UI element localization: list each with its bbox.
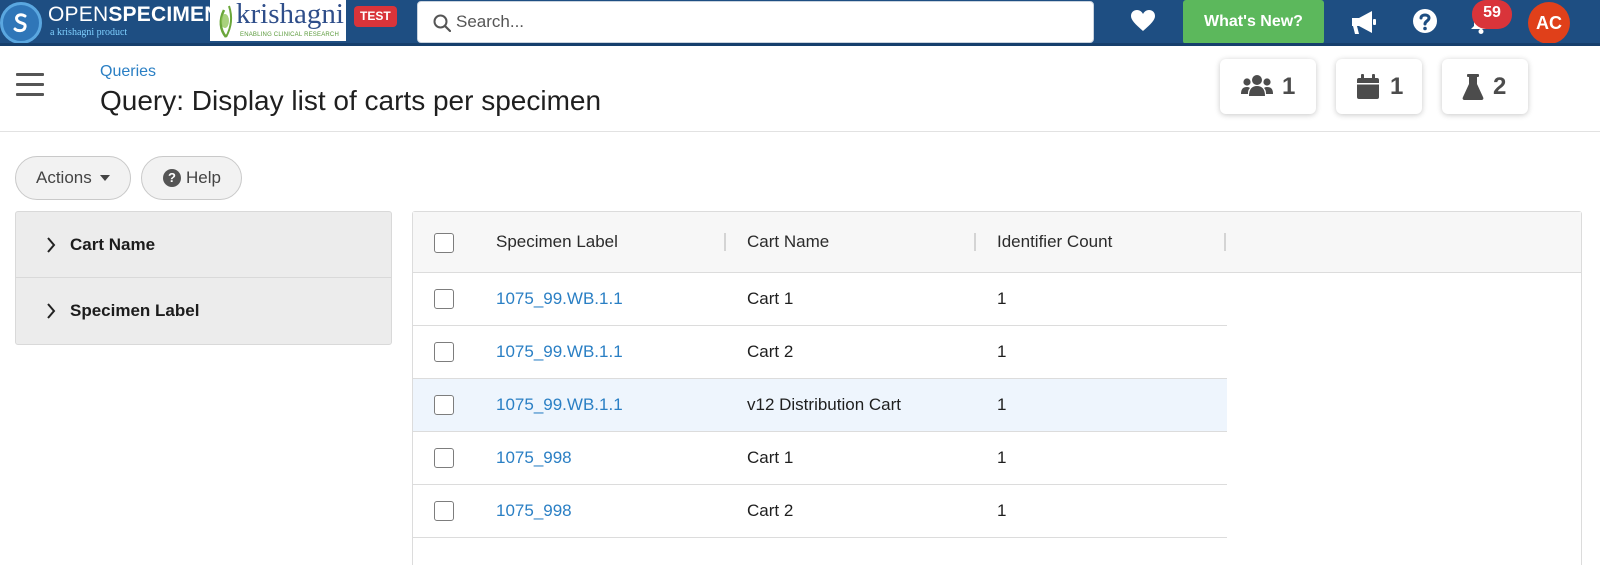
specimen-label-link[interactable]: 1075_998 bbox=[496, 448, 572, 467]
events-count: 1 bbox=[1390, 73, 1404, 100]
filter-specimen-label[interactable]: Specimen Label bbox=[16, 278, 391, 344]
column-resize-handle[interactable] bbox=[724, 233, 726, 251]
calendar-icon bbox=[1357, 74, 1379, 99]
table-row[interactable]: 1075_99.WB.1.1 Cart 1 1 bbox=[413, 273, 1227, 326]
column-header-cart-name[interactable]: Cart Name bbox=[747, 232, 830, 251]
specimens-count-card[interactable]: 2 bbox=[1442, 59, 1528, 114]
favorites-heart-icon[interactable] bbox=[1130, 9, 1156, 33]
cart-name-cell: Cart 1 bbox=[747, 289, 794, 308]
partner-tagline: ENABLING CLINICAL RESEARCH bbox=[240, 32, 340, 38]
specimens-count: 2 bbox=[1493, 73, 1507, 100]
filter-label: Cart Name bbox=[70, 235, 156, 254]
cart-name-cell: Cart 1 bbox=[747, 448, 794, 467]
help-label: Help bbox=[186, 168, 221, 187]
page-header: Queries Query: Display list of carts per… bbox=[0, 46, 1600, 132]
help-circle-icon[interactable] bbox=[1412, 8, 1438, 34]
column-resize-handle[interactable] bbox=[1224, 233, 1226, 251]
openspecimen-logo-icon[interactable] bbox=[0, 2, 42, 44]
flask-icon bbox=[1462, 74, 1484, 100]
search-input[interactable] bbox=[456, 2, 1086, 42]
column-resize-handle[interactable] bbox=[974, 233, 976, 251]
row-select-checkbox[interactable] bbox=[434, 395, 454, 415]
cart-name-cell: Cart 2 bbox=[747, 501, 794, 520]
facet-filter-panel: Cart Name Specimen Label bbox=[15, 211, 392, 345]
row-select-checkbox[interactable] bbox=[434, 342, 454, 362]
column-header-identifier-count[interactable]: Identifier Count bbox=[997, 232, 1113, 251]
results-table: Specimen Label Cart Name Identifier Coun… bbox=[412, 211, 1582, 565]
caret-down-icon bbox=[100, 175, 110, 181]
identifier-count-cell: 1 bbox=[997, 501, 1007, 520]
users-count: 1 bbox=[1282, 73, 1296, 100]
notification-count-badge[interactable]: 59 bbox=[1472, 0, 1512, 29]
table-row[interactable]: 1075_998 Cart 2 1 bbox=[413, 485, 1227, 538]
identifier-count-cell: 1 bbox=[997, 342, 1007, 361]
identifier-count-cell: 1 bbox=[997, 289, 1007, 308]
select-all-checkbox[interactable] bbox=[434, 233, 454, 253]
global-search[interactable] bbox=[417, 1, 1094, 43]
partner-logo: krishagni ENABLING CLINICAL RESEARCH bbox=[210, 0, 346, 41]
filter-label: Specimen Label bbox=[70, 301, 200, 320]
leaf-icon bbox=[219, 5, 233, 38]
specimen-label-link[interactable]: 1075_99.WB.1.1 bbox=[496, 289, 623, 308]
search-icon bbox=[433, 14, 451, 32]
user-avatar[interactable]: AC bbox=[1528, 2, 1570, 44]
brand-name[interactable]: OPENSPECIMEN bbox=[48, 3, 220, 26]
menu-hamburger-icon[interactable] bbox=[16, 73, 44, 97]
table-row[interactable]: 1075_99.WB.1.1 v12 Distribution Cart 1 bbox=[413, 379, 1227, 432]
events-count-card[interactable]: 1 bbox=[1336, 59, 1422, 114]
table-row[interactable]: 1075_998 Cart 1 1 bbox=[413, 432, 1227, 485]
cart-name-cell: Cart 2 bbox=[747, 342, 794, 361]
question-circle-icon: ? bbox=[163, 169, 181, 187]
specimen-label-link[interactable]: 1075_99.WB.1.1 bbox=[496, 395, 623, 414]
users-count-card[interactable]: 1 bbox=[1220, 59, 1316, 114]
chevron-right-icon bbox=[47, 303, 56, 319]
users-icon bbox=[1241, 75, 1273, 96]
filter-cart-name[interactable]: Cart Name bbox=[16, 212, 391, 278]
specimen-label-link[interactable]: 1075_99.WB.1.1 bbox=[496, 342, 623, 361]
table-header: Specimen Label Cart Name Identifier Coun… bbox=[413, 212, 1581, 273]
identifier-count-cell: 1 bbox=[997, 395, 1007, 414]
column-header-specimen-label[interactable]: Specimen Label bbox=[496, 232, 618, 251]
actions-label: Actions bbox=[36, 168, 92, 187]
breadcrumb-queries[interactable]: Queries bbox=[100, 63, 157, 80]
identifier-count-cell: 1 bbox=[997, 448, 1007, 467]
megaphone-icon[interactable] bbox=[1350, 9, 1378, 35]
brand-subtitle: a krishagni product bbox=[50, 27, 128, 38]
row-select-checkbox[interactable] bbox=[434, 448, 454, 468]
partner-wordmark: krishagni bbox=[236, 0, 344, 30]
page-title: Query: Display list of carts per specime… bbox=[100, 85, 602, 116]
actions-dropdown-button[interactable]: Actions bbox=[15, 156, 131, 200]
cart-name-cell: v12 Distribution Cart bbox=[747, 395, 902, 414]
chevron-right-icon bbox=[47, 237, 56, 253]
environment-badge: TEST bbox=[354, 6, 397, 27]
table-row[interactable]: 1075_99.WB.1.1 Cart 2 1 bbox=[413, 326, 1227, 379]
top-navbar: OPENSPECIMEN a krishagni product krishag… bbox=[0, 0, 1600, 46]
row-select-checkbox[interactable] bbox=[434, 501, 454, 521]
specimen-label-link[interactable]: 1075_998 bbox=[496, 501, 572, 520]
help-button[interactable]: ? Help bbox=[141, 156, 242, 200]
whats-new-button[interactable]: What's New? bbox=[1183, 0, 1324, 44]
row-select-checkbox[interactable] bbox=[434, 289, 454, 309]
